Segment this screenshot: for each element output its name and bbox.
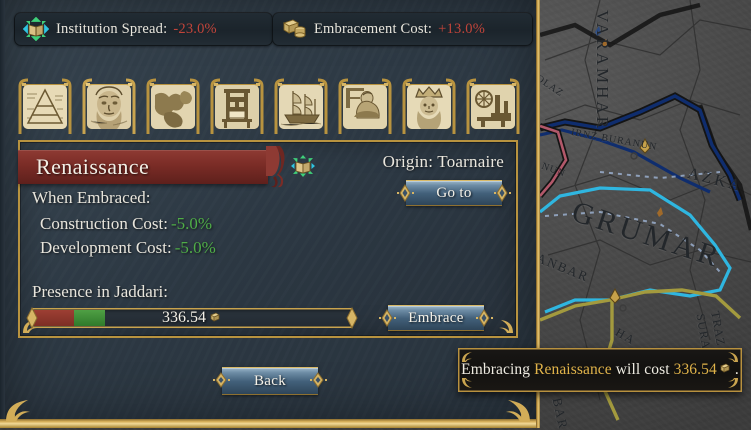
gold-coins-icon <box>281 18 307 40</box>
stats-row: Institution Spread: -23.0% Embracement C… <box>14 12 533 46</box>
button-ornament-left <box>213 365 230 395</box>
embrace-button-label: Embrace <box>408 309 464 326</box>
tooltip-corner-bl <box>460 376 476 390</box>
window-left-edge <box>0 0 5 428</box>
modifier-label: Development Cost: <box>40 238 172 257</box>
stat-value: -23.0% <box>173 20 217 37</box>
steam-engine-icon <box>471 85 515 129</box>
banner-scroll-end <box>266 146 304 188</box>
book-spread-icon <box>23 17 49 41</box>
tooltip-corner-tl <box>460 350 476 364</box>
embrace-tooltip: Embracing Renaissance will cost 336.54 . <box>458 348 742 392</box>
bar-cap-right <box>345 306 359 330</box>
tooltip-amount: 336.54 <box>673 361 717 378</box>
presence-value: 336.54 <box>162 309 206 326</box>
institutions-window: Institution Spread: -23.0% Embracement C… <box>0 0 540 428</box>
vitruvian-face-icon <box>87 85 131 129</box>
tooltip-prefix: Embracing <box>461 361 535 378</box>
institution-button-colonialism[interactable] <box>142 72 204 138</box>
stat-embracement-cost[interactable]: Embracement Cost: +13.0% <box>272 12 533 46</box>
institution-button-industrialization[interactable] <box>462 72 524 138</box>
button-ornament-right <box>310 365 327 395</box>
page-title: Renaissance <box>36 154 150 179</box>
back-button[interactable]: Back <box>213 367 327 395</box>
tooltip-text: Embracing Renaissance will cost 336.54 . <box>461 361 739 379</box>
institution-button-manufactories[interactable] <box>334 72 396 138</box>
progress-fill-green <box>73 310 106 326</box>
goto-button-label: Go to <box>436 184 472 201</box>
progress-bar-text: 336.54 <box>32 308 352 328</box>
workshop-icon <box>343 85 387 129</box>
world-map-icon <box>151 85 195 129</box>
modifier-development-cost: Development Cost: -5.0% <box>40 238 216 258</box>
institution-button-feudalism[interactable] <box>14 72 76 138</box>
panel-corner-bottom-right <box>493 317 515 335</box>
presence-progress-bar[interactable]: 336.54 <box>26 306 358 330</box>
modifier-label: Construction Cost: <box>40 214 168 233</box>
origin-label: Origin: Toarnaire <box>382 152 504 171</box>
modifier-construction-cost: Construction Cost: -5.0% <box>40 214 212 234</box>
panel-corner-bottom-left <box>21 317 43 335</box>
institution-strip <box>14 72 526 138</box>
stat-value: +13.0% <box>438 20 486 37</box>
back-button-label: Back <box>253 372 287 389</box>
stat-label: Embracement Cost: <box>314 20 433 37</box>
progress-fill-red <box>34 310 74 326</box>
tooltip-corner-br <box>724 376 740 390</box>
goto-button[interactable]: Go to <box>397 180 511 206</box>
tooltip-corner-tr <box>724 350 740 364</box>
tooltip-middle: will cost <box>611 361 674 378</box>
ducats-icon <box>210 312 222 324</box>
crowned-king-icon <box>407 85 451 129</box>
button-ornament-right <box>476 303 493 333</box>
button-ornament-right <box>494 178 511 208</box>
institution-title-banner: Renaissance <box>18 150 268 184</box>
stat-institution-spread[interactable]: Institution Spread: -23.0% <box>14 12 273 46</box>
sailing-ship-icon <box>279 85 323 129</box>
book-spread-icon <box>290 154 316 183</box>
tooltip-suffix: . <box>734 361 739 378</box>
button-ornament-left <box>379 303 396 333</box>
bar-cap-left <box>25 306 39 330</box>
institution-button-renaissance[interactable] <box>78 72 140 138</box>
ducats-icon <box>720 363 732 375</box>
tooltip-institution-name: Renaissance <box>534 361 612 378</box>
institution-button-printing-press[interactable] <box>206 72 268 138</box>
button-ornament-left <box>397 178 414 208</box>
when-embraced-label: When Embraced: <box>32 188 151 207</box>
pyramid-icon <box>23 85 67 129</box>
institution-button-global-trade[interactable] <box>270 72 332 138</box>
window-bottom-trim <box>0 419 536 428</box>
embrace-button[interactable]: Embrace <box>379 305 493 331</box>
modifier-value: -5.0% <box>174 238 216 257</box>
institution-button-enlightenment[interactable] <box>398 72 460 138</box>
printing-press-icon <box>215 85 259 129</box>
presence-label: Presence in Jaddari: <box>32 282 168 301</box>
stat-label: Institution Spread: <box>56 20 168 37</box>
modifier-value: -5.0% <box>170 214 213 233</box>
